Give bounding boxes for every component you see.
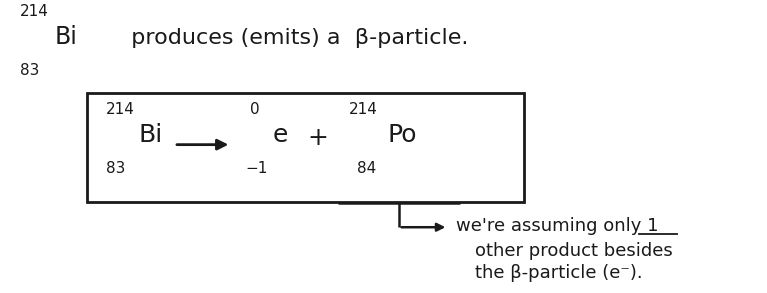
Text: 214: 214 [349, 102, 378, 117]
FancyBboxPatch shape [87, 93, 525, 202]
Text: 214: 214 [106, 102, 134, 117]
Text: 0: 0 [250, 102, 260, 117]
Text: Bi: Bi [54, 25, 77, 49]
Text: we're assuming only 1: we're assuming only 1 [456, 217, 658, 235]
Text: Bi: Bi [138, 123, 163, 147]
Text: −1: −1 [245, 161, 268, 176]
Text: e: e [273, 123, 288, 147]
Text: 83: 83 [106, 161, 125, 176]
Text: the β-particle (e⁻).: the β-particle (e⁻). [475, 264, 643, 282]
Text: other product besides: other product besides [475, 242, 673, 260]
Text: produces (emits) a  β-particle.: produces (emits) a β-particle. [117, 28, 469, 48]
Text: 214: 214 [19, 4, 48, 19]
Text: +: + [308, 126, 328, 150]
Text: 84: 84 [357, 161, 376, 176]
Text: 83: 83 [19, 64, 39, 79]
Text: Po: Po [387, 123, 416, 147]
